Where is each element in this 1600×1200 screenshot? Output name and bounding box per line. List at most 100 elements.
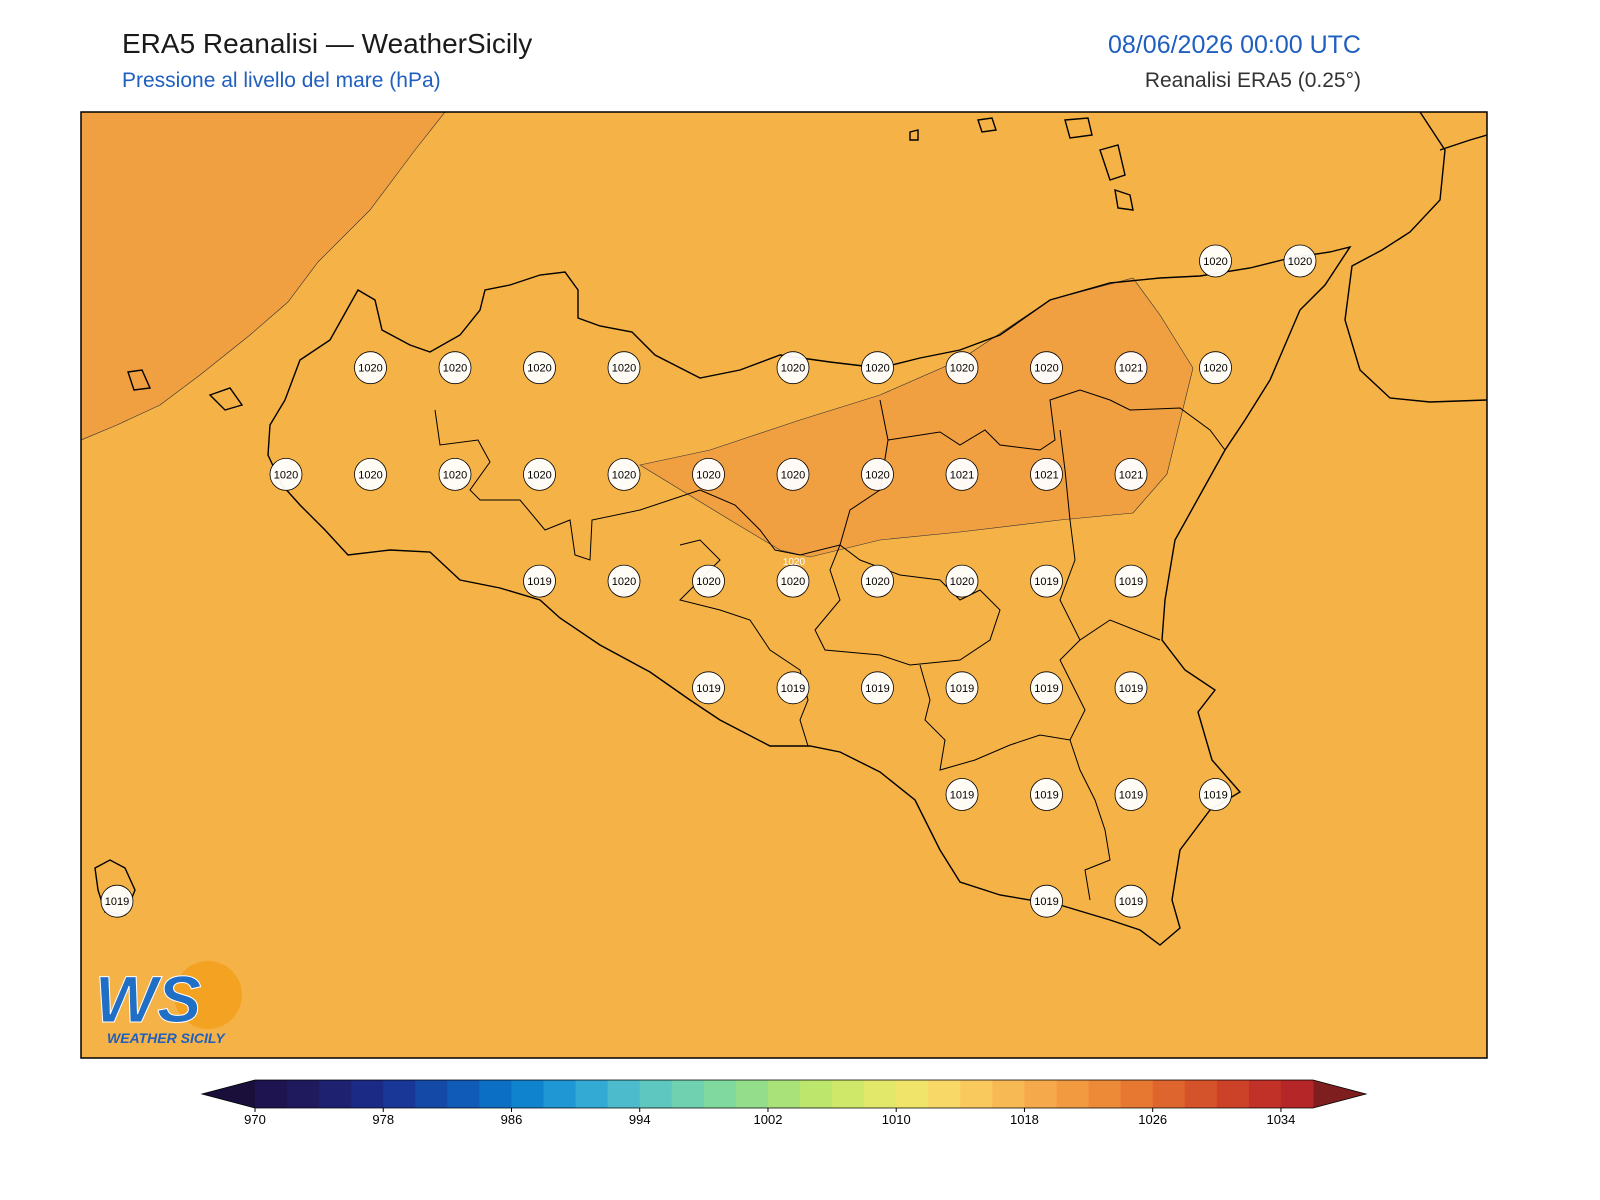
label-marker [692, 564, 725, 598]
logo: WS WEATHER SICILY [95, 961, 242, 1046]
pressure-label: 1020 [274, 469, 298, 481]
label-marker [1114, 351, 1148, 385]
colorbar-outline [200, 1079, 1368, 1109]
colorbar-tick-label: 970 [244, 1112, 266, 1127]
pressure-label: 1020 [612, 576, 636, 588]
label-marker [438, 457, 472, 491]
label-marker [776, 457, 810, 491]
colorbar-swatch [255, 1080, 288, 1108]
colorbar-swatch [1184, 1080, 1218, 1108]
logo-mark: WS [95, 962, 201, 1036]
pressure-label: 1021 [1119, 363, 1143, 375]
pressure-label: 1020 [865, 576, 889, 588]
pressure-label: 1019 [781, 683, 805, 695]
pressure-label: 1020 [612, 363, 636, 375]
pressure-label: 1020 [865, 363, 889, 375]
colorbar-swatch [415, 1080, 448, 1108]
pressure-label: 1020 [1034, 363, 1058, 375]
label-marker [1030, 457, 1063, 491]
label-marker [1199, 778, 1232, 811]
label-marker [861, 671, 894, 705]
pressure-label: 1021 [1034, 469, 1058, 481]
pressure-label: 1020 [1288, 256, 1312, 268]
pressure-label: 1020 [1203, 363, 1227, 375]
label-marker [1030, 671, 1063, 705]
pressure-label: 1020 [527, 469, 551, 481]
colorbar-swatch [383, 1080, 416, 1108]
pressure-label: 1021 [950, 469, 974, 481]
pressure-label: 1019 [1034, 790, 1058, 802]
pressure-label: 1020 [612, 469, 636, 481]
label-marker [269, 457, 303, 491]
label-marker [861, 564, 894, 598]
colorbar-swatch [864, 1080, 897, 1108]
label-marker [1199, 244, 1232, 278]
title: ERA5 Reanalisi — WeatherSicily [122, 28, 532, 59]
colorbar-swatch [575, 1080, 609, 1108]
pressure-label: 1019 [1034, 896, 1058, 908]
colorbar-swatch [543, 1080, 577, 1108]
label-marker [945, 457, 979, 491]
colorbar-swatch [351, 1080, 384, 1108]
datetime: 08/06/2026 00:00 UTC [1108, 31, 1361, 59]
colorbar-swatch [928, 1080, 961, 1108]
pressure-label: 1019 [1119, 683, 1143, 695]
colorbar-extend [1313, 1080, 1366, 1108]
colorbar-swatch [1280, 1080, 1314, 1108]
pressure-label: 1020 [950, 363, 974, 375]
colorbar-swatch [896, 1080, 929, 1108]
colorbar-swatch [1120, 1080, 1154, 1108]
colorbar-tick-label: 1018 [1010, 1112, 1039, 1127]
pressure-label: 1020 [358, 469, 382, 481]
label-marker [945, 351, 979, 385]
label-marker [861, 351, 894, 385]
colorbar-swatch [735, 1080, 769, 1108]
colorbar-swatch [639, 1080, 673, 1108]
colorbar-swatch [1216, 1080, 1250, 1108]
label-marker [945, 778, 979, 811]
colorbar-swatch [1024, 1080, 1058, 1108]
label-marker [1114, 778, 1148, 811]
colorbar-tick-label: 994 [629, 1112, 651, 1127]
label-marker [1114, 564, 1148, 598]
label-marker [1114, 884, 1148, 918]
logo-sun [174, 961, 242, 1029]
pressure-label: 1020 [443, 363, 467, 375]
pressure-label: 1019 [950, 790, 974, 802]
island [94, 117, 1134, 916]
label-marker [776, 671, 810, 705]
pressure-label: 1019 [865, 683, 889, 695]
label-marker [776, 564, 810, 598]
colorbar-swatch [671, 1080, 705, 1108]
colorbar-swatch [960, 1080, 993, 1108]
label-marker [523, 564, 556, 598]
province-border [434, 389, 1226, 901]
coastline [1344, 112, 1487, 403]
pressure-label: 1019 [1034, 683, 1058, 695]
pressure-label: 1021 [1119, 469, 1143, 481]
colorbar-tick-label: 978 [372, 1112, 394, 1127]
pressure-label: 1020 [781, 576, 805, 588]
pressure-label: 1020 [696, 469, 720, 481]
label-marker [1199, 351, 1232, 385]
colorbar-tick-label: 1002 [754, 1112, 783, 1127]
label-marker [607, 351, 641, 385]
colorbar-swatch [511, 1080, 545, 1108]
label-marker [692, 457, 725, 491]
pressure-label: 1019 [696, 683, 720, 695]
colorbar-swatch [1056, 1080, 1090, 1108]
label-marker [523, 457, 556, 491]
pressure-label: 1019 [1119, 576, 1143, 588]
colorbar-swatch [287, 1080, 320, 1108]
colorbar-swatch [607, 1080, 641, 1108]
label-marker [100, 884, 134, 918]
label-marker [861, 457, 894, 491]
label-marker [438, 351, 472, 385]
contour-label: 1020 [783, 557, 806, 568]
label-marker [1030, 884, 1063, 918]
pressure-label: 1020 [527, 363, 551, 375]
coastline [267, 245, 1352, 946]
colorbar-swatch [1152, 1080, 1186, 1108]
pressure-label: 1020 [696, 576, 720, 588]
